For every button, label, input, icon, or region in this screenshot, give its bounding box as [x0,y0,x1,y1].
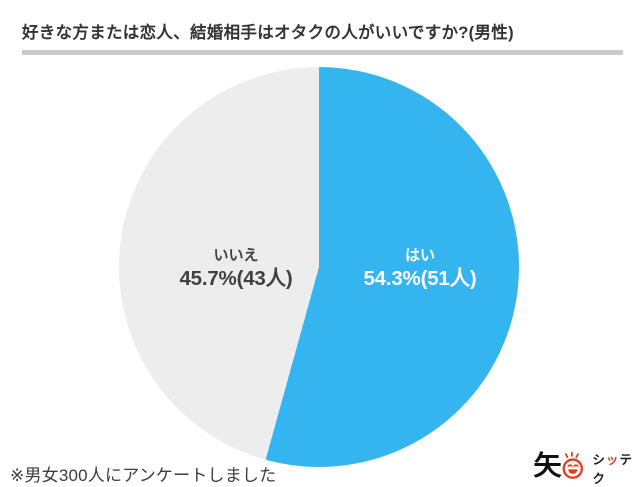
logo-text-suffix: テク [592,453,633,486]
pie-label-no: いいえ 45.7%(43人) [179,247,292,291]
logo-text-prefix: シ [592,453,606,467]
logo-kanji: 矢 [533,450,562,481]
pie-label-yes-value: 54.3%(51人) [363,266,477,290]
pie-chart [119,67,519,467]
pie-label-no-name: いいえ [213,247,259,264]
logo-text: シッテク [592,445,640,487]
pie-label-no-value: 45.7%(43人) [179,266,293,290]
page-title: 好きな方または恋人、結婚相手はオタクの人がいいですか?(男性) [22,24,514,42]
logo-text-accent: ッ [605,453,620,467]
pie-label-yes: はい 54.3%(51人) [363,247,476,291]
title-divider [22,50,623,55]
pie-label-yes-name: はい [404,247,435,264]
smiley-face-icon [562,451,583,479]
shitteku-logo: 矢 シッテク [533,449,640,486]
survey-footnote: ※男女300人にアンケートしました [10,466,277,485]
